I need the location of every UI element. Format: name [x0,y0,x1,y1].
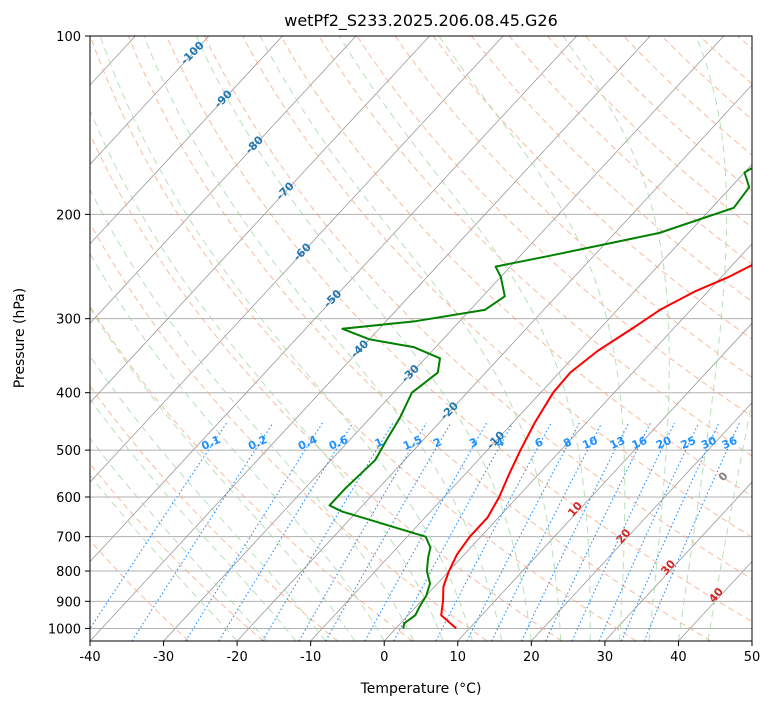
profiles [328,166,752,630]
x-tick-label: -20 [226,650,247,665]
mixing-ratio-line [131,422,274,641]
mixing-ratio-line [185,422,323,641]
temperature-profile-line [440,263,752,630]
isotherm-line [163,36,725,641]
mixing-ratio-line [545,422,651,641]
moist-adiabat-line [143,36,503,641]
dry-adiabat-line [280,36,752,497]
dry-adiabat-line [356,36,752,418]
y-tick-label: 1000 [48,622,81,637]
moist-adiabat-line [90,474,238,641]
plot-frame [89,35,753,642]
moist-adiabat-line [90,109,444,641]
isotherm-line [90,36,283,245]
x-tick-label: 10 [450,650,467,665]
mixing-ratio-label: 30 [699,434,719,452]
moist-adiabat-line [90,307,356,641]
mixing-ratio-line [466,422,580,641]
dry-adiabat-line [623,36,752,156]
y-tick-label: 800 [56,565,81,580]
mixing-ratio-line [218,422,354,641]
isotherm-line [90,36,210,165]
x-tick-label: 20 [523,650,540,665]
moist-adiabat-line [90,355,326,641]
dry-adiabat-line [90,133,562,641]
y-axis-label: Pressure (hPa) [12,288,28,388]
x-tick-label: -40 [79,650,100,665]
x-tick-label: -30 [153,650,174,665]
moist-adiabat-line [90,398,297,641]
y-tick-label: 400 [56,387,81,402]
dry-adiabat-line [90,36,637,641]
x-tick-label: 30 [597,650,614,665]
dry-adiabat-line [127,36,712,641]
mixing-ratio-label: 36 [720,434,740,452]
isotherm-line [90,36,504,483]
mixing-ratio-label: 20 [654,434,674,452]
dry-adiabat-line [166,36,752,623]
x-tick-label: 50 [744,650,761,665]
dry-adiabat-line [470,36,752,303]
moist-adiabat-line [90,188,415,641]
y-tick-label: 500 [56,444,81,459]
x-axis-label: Temperature (°C) [360,681,482,697]
mixing-ratio-line [325,422,452,641]
isotherm-line [90,36,430,404]
mixing-ratio-line [364,422,487,641]
dry-adiabat-line [318,36,752,457]
moist-adiabat-line [99,36,473,641]
mixing-ratio-line [435,422,552,641]
mixing-ratio-label: 13 [608,434,627,452]
dry-adiabat-line [90,385,339,641]
mixing-ratio-label: 16 [630,434,650,452]
moist-adiabat-line [195,36,532,641]
moist-adiabat-line [707,398,752,641]
y-tick-label: 100 [56,30,81,45]
y-tick-label: 300 [56,313,81,328]
moist-adiabat-line [562,36,670,641]
mixing-ratio-line [571,422,675,641]
isotherm-line [531,402,752,641]
axes: -40 -30 -20 -10 0 10 20 30 40 50 1000 900 800 700 600 5… [48,30,760,665]
isotherm-line [310,163,752,641]
mixing-ratio-line [521,422,630,641]
x-tick-label: 0 [380,650,388,665]
mixing-ratio-label: 25 [679,434,698,452]
isotherm-line [604,481,752,641]
moist-adiabat-line [338,36,591,641]
isotherm-line [383,243,752,641]
isotherm-line [90,36,577,563]
dry-adiabat-line [204,36,752,580]
moist-adiabat-line [90,252,385,641]
y-tick-label: 700 [56,531,81,546]
moist-adiabat-line [438,36,626,641]
y-tick-label: 900 [56,595,81,610]
moist-adiabat-line [259,36,562,641]
x-tick-label: 40 [670,650,687,665]
dry-adiabat-line [585,36,752,192]
moist-adiabat-line [90,437,267,641]
isotherm-line [236,84,752,641]
y-tick-label: 600 [56,491,81,506]
mixing-ratio-line [393,422,514,641]
dewpoint-profile-line [328,166,752,629]
background-lines [90,36,752,641]
dry-adiabat-line [432,36,752,340]
mixing-ratio-label: 10 [580,434,600,452]
moist-adiabat-line [677,36,728,641]
dry-adiabat-line [242,36,752,538]
mixing-ratio-line [491,422,603,641]
y-tick-label: 200 [56,208,81,223]
chart-title: wetPf2_S233.2025.206.08.45.G26 [284,11,558,31]
x-tick-label: -10 [300,650,321,665]
dry-adiabat-line [547,36,752,229]
isotherm-line [90,36,357,324]
